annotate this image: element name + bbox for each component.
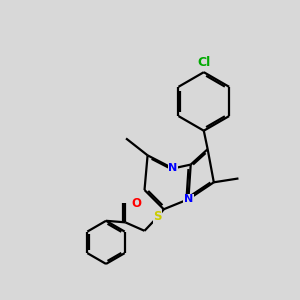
Text: S: S [153,211,162,224]
Text: O: O [131,196,141,210]
Text: N: N [184,194,193,204]
Text: Cl: Cl [197,56,210,69]
Text: N: N [168,164,178,173]
